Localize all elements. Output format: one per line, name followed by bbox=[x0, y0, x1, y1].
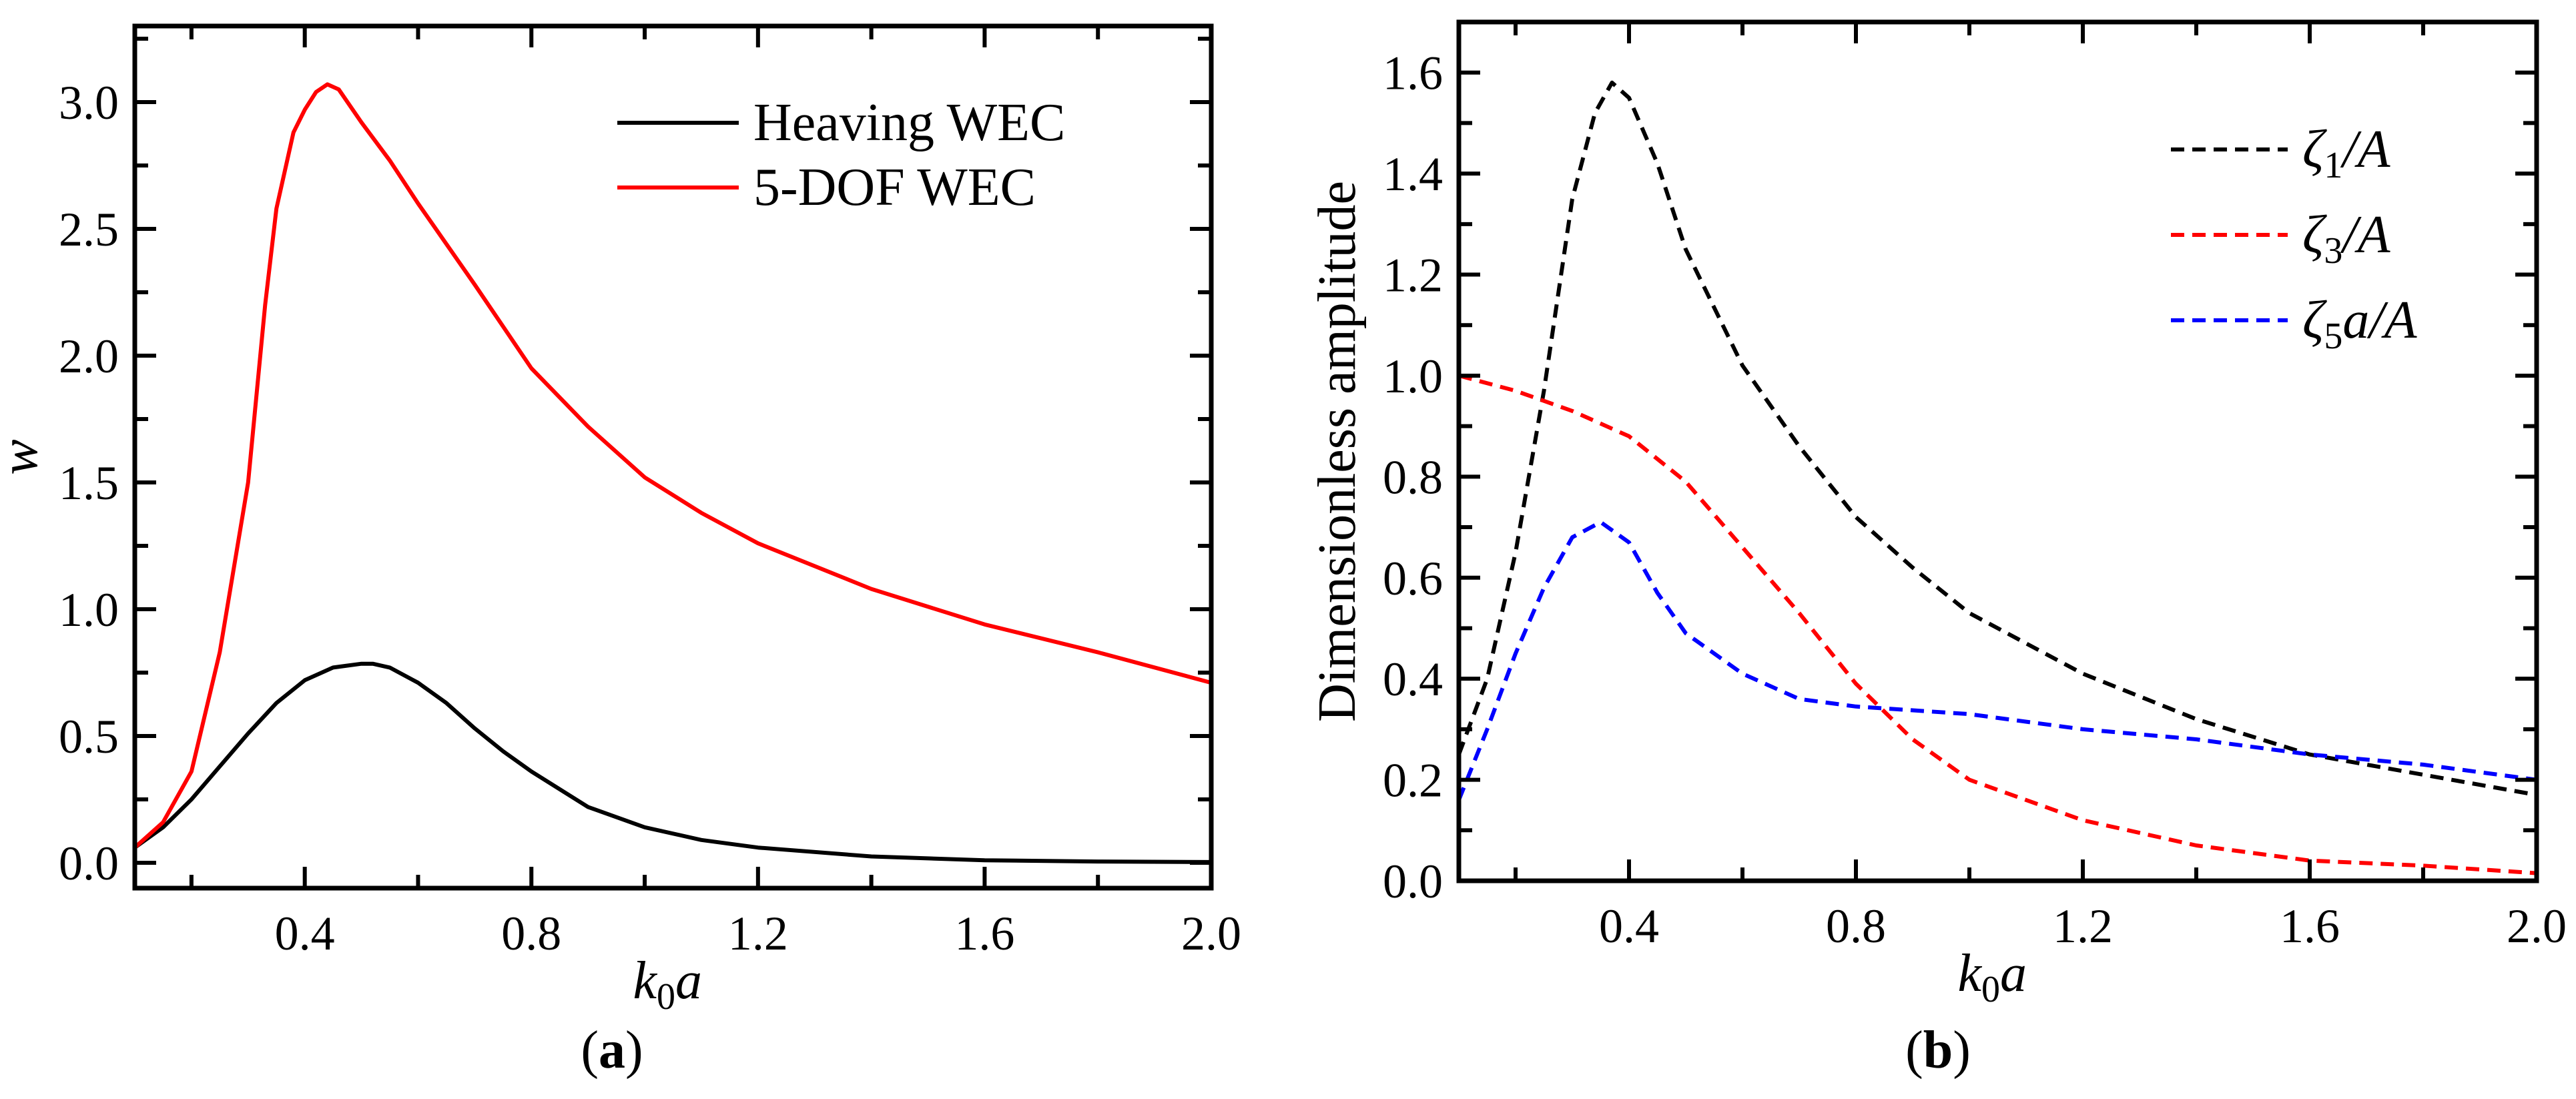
y-tick-label: 0.5 bbox=[59, 710, 119, 763]
y-tick-label: 2.0 bbox=[59, 330, 119, 383]
y-tick-label: 3.0 bbox=[59, 76, 119, 129]
axes-frame bbox=[132, 23, 1214, 891]
x-tick-label: 0.4 bbox=[1599, 899, 1659, 953]
legend-label-2-rest: a/A bbox=[2342, 291, 2417, 350]
x-tick-label: 1.2 bbox=[2053, 899, 2113, 953]
y-tick-label: 1.2 bbox=[1383, 249, 1443, 302]
legend-label-2: ζ5a/A bbox=[2302, 291, 2418, 357]
x-axis-label: k0a bbox=[1958, 944, 2027, 1010]
y-tick-label: 1.6 bbox=[1383, 47, 1443, 100]
y-axis-label: Dimensionless amplitude bbox=[1308, 181, 1367, 722]
y-tick-label: 0.0 bbox=[1383, 855, 1443, 908]
y-tick-label: 1.0 bbox=[59, 583, 119, 637]
panel-label: (a) bbox=[581, 1021, 643, 1080]
legend-label-1: 5-DOF WEC bbox=[753, 158, 1036, 217]
series-line-0 bbox=[1459, 80, 2537, 797]
legend-label-1-rest: /A bbox=[2340, 206, 2390, 264]
x-tick-label: 0.4 bbox=[275, 907, 335, 960]
y-axis-label: w bbox=[0, 439, 49, 474]
y-tick-label: 0.2 bbox=[1383, 754, 1443, 807]
x-axis-label-sub: 0 bbox=[1981, 969, 2000, 1010]
panel-label: (b) bbox=[1905, 1021, 1971, 1080]
x-axis-label: k0a bbox=[633, 952, 703, 1018]
x-tick-label: 0.8 bbox=[1826, 899, 1886, 953]
legend-label-1-main: 5-DOF WEC bbox=[753, 158, 1036, 217]
legend-label-1: ζ3/A bbox=[2302, 206, 2391, 272]
y-tick-label: 0.6 bbox=[1383, 552, 1443, 605]
series-line-2 bbox=[1459, 520, 2537, 801]
legend-label-1-main: ζ bbox=[2302, 206, 2327, 264]
panel-label-letter: a bbox=[599, 1021, 625, 1080]
x-axis-label-rest: a bbox=[675, 952, 702, 1010]
panel-label-letter: b bbox=[1923, 1021, 1953, 1080]
series-line-0 bbox=[135, 661, 1211, 864]
y-tick-label: 1.0 bbox=[1383, 350, 1443, 403]
y-tick-label: 1.4 bbox=[1383, 147, 1443, 201]
panel-label-close: ) bbox=[625, 1021, 643, 1080]
x-axis-label-main: k bbox=[1958, 944, 1983, 1003]
legend-label-0: ζ1/A bbox=[2302, 120, 2391, 186]
y-tick-label: 1.5 bbox=[59, 456, 119, 510]
legend-label-0-main: ζ bbox=[2302, 120, 2327, 179]
x-axis-label-rest: a bbox=[2000, 944, 2027, 1003]
x-tick-label: 0.8 bbox=[501, 907, 561, 960]
legend-label-1-sub: 3 bbox=[2324, 230, 2342, 272]
y-tick-label: 2.5 bbox=[59, 203, 119, 256]
panel-label-open: ( bbox=[1905, 1021, 1923, 1080]
x-tick-label: 1.6 bbox=[2280, 899, 2340, 953]
legend-label-0: Heaving WEC bbox=[753, 93, 1065, 152]
axes-frame bbox=[1456, 19, 2539, 883]
panel-label-open: ( bbox=[581, 1021, 599, 1080]
legend-label-2-main: ζ bbox=[2302, 291, 2327, 350]
series-line-1 bbox=[135, 82, 1211, 849]
x-tick-label: 1.2 bbox=[728, 907, 788, 960]
panel-a-chart: Heaving WEC 5-DOF WEC 0.4 0.8 1.2 1.6 2.0 0.0 0.… bbox=[0, 23, 1241, 1080]
legend-label-0-rest: /A bbox=[2340, 120, 2390, 179]
series-line-1 bbox=[1459, 374, 2537, 875]
x-tick-label: 1.6 bbox=[954, 907, 1014, 960]
legend-label-0-sub: 1 bbox=[2324, 145, 2342, 186]
panel-label-close: ) bbox=[1953, 1021, 1971, 1080]
x-tick-label: 2.0 bbox=[2507, 899, 2567, 953]
y-tick-label: 0.8 bbox=[1383, 450, 1443, 504]
x-axis-label-sub: 0 bbox=[657, 976, 675, 1018]
legend-label-0-main: Heaving WEC bbox=[753, 93, 1065, 152]
legend-label-2-sub: 5 bbox=[2324, 316, 2342, 357]
y-tick-label: 0.4 bbox=[1383, 653, 1443, 706]
y-tick-label: 0.0 bbox=[59, 837, 119, 890]
x-tick-label: 2.0 bbox=[1181, 907, 1241, 960]
x-axis-label-main: k bbox=[633, 952, 658, 1010]
